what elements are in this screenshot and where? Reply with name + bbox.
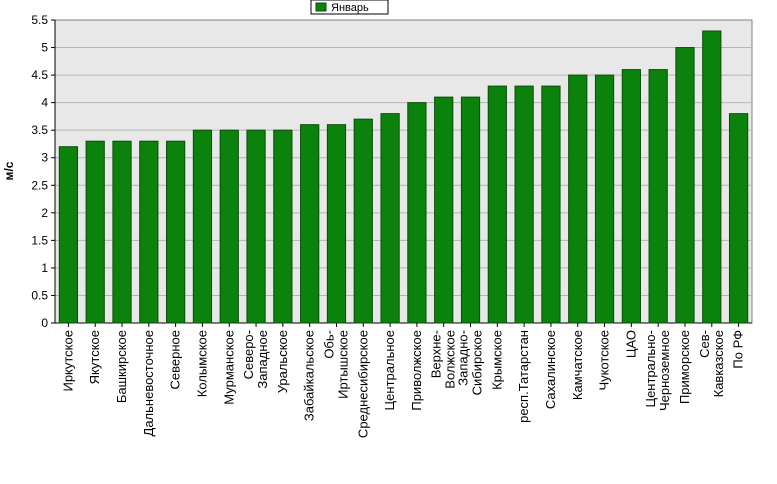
x-tick-label: Якутское [87, 330, 102, 384]
x-tick-label: респ.Татарстан [516, 330, 531, 423]
bar[interactable] [594, 74, 615, 324]
x-tick-label: Сибирское [470, 330, 485, 395]
x-tick-label: Приморское [677, 330, 692, 404]
bar[interactable] [326, 124, 347, 324]
y-tick-label: 0.5 [31, 288, 48, 302]
x-tick-label: Забайкальское [302, 330, 317, 421]
bar[interactable] [621, 69, 641, 324]
bar[interactable] [58, 146, 79, 324]
bar[interactable] [648, 69, 668, 324]
x-tick-label: Волжское [443, 330, 458, 389]
legend-box [310, 0, 389, 15]
bar[interactable] [246, 129, 266, 324]
bar[interactable] [300, 124, 320, 324]
x-tick-label: Западно- [456, 330, 471, 386]
y-tick-label: 1.5 [31, 233, 48, 247]
y-tick-label: 2.5 [31, 178, 48, 192]
bar[interactable] [514, 85, 534, 324]
x-tick-label: Северо- [241, 330, 256, 379]
bar[interactable] [192, 129, 213, 324]
bar[interactable] [487, 85, 507, 324]
bars [58, 30, 749, 324]
x-tick-label: Сахалинское [543, 330, 558, 409]
x-tick-label: По РФ [731, 330, 746, 369]
x-tick-label: Центрально- [643, 330, 658, 408]
x-tick-label: Западное [255, 330, 270, 389]
x-tick-label: Сев- [697, 330, 712, 358]
x-tick-label: Колымское [194, 330, 209, 397]
x-tick-label: Среднесибирское [355, 330, 370, 438]
x-tick-label: Мурманское [221, 330, 236, 405]
legend-swatch [315, 2, 327, 12]
bar[interactable] [568, 74, 588, 324]
x-tick-label: Верхне- [429, 330, 444, 378]
x-tick-label: Северное [168, 330, 183, 389]
y-tick-label: 5 [41, 41, 48, 55]
y-tick-label: 4 [41, 96, 48, 110]
plot-area [54, 19, 753, 324]
bar[interactable] [112, 140, 132, 324]
bar[interactable] [166, 140, 186, 324]
x-tick-label: Уральское [275, 330, 290, 393]
bar[interactable] [219, 129, 239, 324]
bar[interactable] [434, 96, 454, 324]
x-tick-label: Приволжское [409, 330, 424, 411]
bar[interactable] [407, 102, 427, 324]
x-tick-label: Кавказское [711, 330, 726, 397]
y-tick-labels: 0 0.5 1 1.5 2 2.5 3 3.5 4 4.5 5 5.5 [31, 13, 48, 330]
x-tick-label: ЦАО [623, 330, 638, 358]
y-tick-label: 0 [41, 316, 48, 330]
y-tick-label: 2 [41, 206, 48, 220]
x-tick-label: Камчатское [570, 330, 585, 400]
bar[interactable] [273, 129, 293, 324]
x-tick-label: Иртышское [335, 330, 350, 399]
x-tick-label: Обь- [321, 330, 336, 359]
bar[interactable] [728, 113, 749, 324]
y-tick-label: 1 [41, 261, 48, 275]
x-tick-label: Чукотское [597, 330, 612, 391]
y-tick-label: 3 [41, 151, 48, 165]
bar[interactable] [353, 118, 373, 324]
x-tick-label: Крымское [489, 330, 504, 390]
bar[interactable] [85, 140, 105, 324]
x-tick-label: Черноземное [657, 330, 672, 411]
bar[interactable] [702, 30, 722, 324]
bar[interactable] [380, 113, 400, 324]
bar[interactable] [541, 85, 561, 324]
y-tick-label: 4.5 [31, 68, 48, 82]
x-tick-label: Дальневосточное [141, 330, 156, 436]
y-tick-label: 3.5 [31, 123, 48, 137]
x-tick-label: Иркутское [60, 330, 75, 392]
x-tick-label: Центральное [382, 330, 397, 410]
x-tick-label: Башкирское [114, 330, 129, 403]
y-tick-label: 5.5 [31, 13, 48, 27]
legend[interactable]: Январь [310, 0, 389, 15]
x-tick-labels: Иркутское Якутское Башкирское Дальневосточн… [60, 323, 746, 438]
bar[interactable] [675, 47, 695, 324]
bar[interactable] [139, 140, 159, 324]
bar[interactable] [460, 96, 481, 324]
legend-label: Январь [331, 2, 369, 14]
y-axis-label: м/с [2, 161, 16, 180]
